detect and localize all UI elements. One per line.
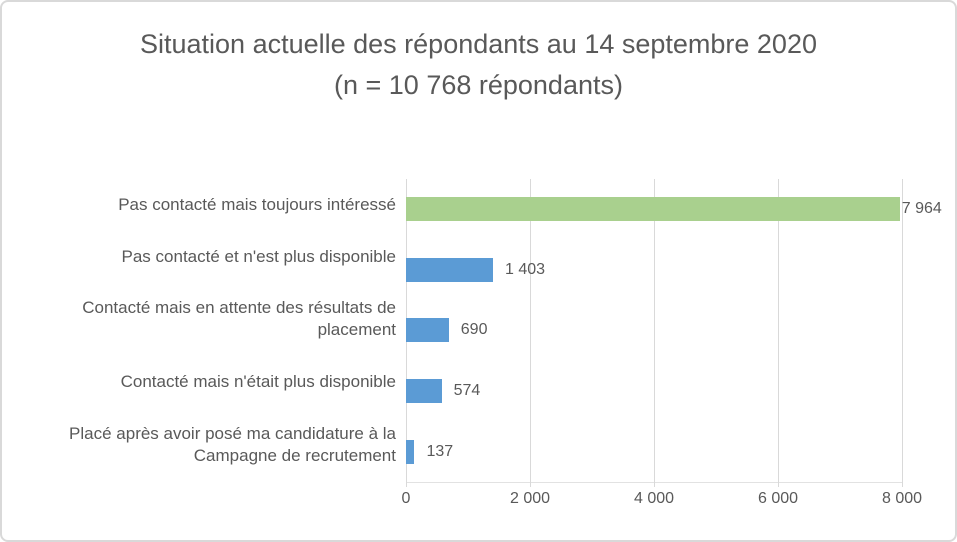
axis-tick-mark [902, 482, 903, 487]
gridline [778, 179, 779, 482]
axis-tick-mark [406, 482, 407, 487]
value-label: 137 [426, 442, 454, 460]
bar-row: 690 [406, 300, 902, 361]
category-axis-labels: Pas contacté mais toujours intéressé Pas … [10, 179, 396, 482]
category-label: Contacté mais n'était plus disponible [120, 372, 396, 392]
x-tick-label: 4 000 [633, 490, 675, 507]
chart-title: Situation actuelle des répondants au 14 … [140, 29, 817, 100]
bar-row: 574 [406, 361, 902, 422]
gridline [902, 179, 903, 482]
value-label: 7 964 [901, 200, 942, 218]
value-label: 690 [460, 321, 488, 339]
value-label: 574 [453, 382, 481, 400]
axis-tick-mark [654, 482, 655, 487]
category-label: Pas contacté mais toujours intéressé [118, 194, 396, 214]
bar-row: 137 [406, 421, 902, 482]
bar-row: 1 403 [406, 240, 902, 301]
x-tick-label: 0 [401, 490, 411, 507]
x-tick-label: 8 000 [881, 490, 923, 507]
bar [406, 197, 900, 222]
gridline [530, 179, 531, 482]
axis-tick-mark [778, 482, 779, 487]
bar-row: 7 964 [406, 179, 942, 240]
plot-area: 7 964 1 403 690 574 137 [406, 179, 942, 487]
gridline [654, 179, 655, 482]
bar [406, 318, 449, 343]
x-tick-label: 2 000 [509, 490, 551, 507]
x-axis-tick-labels: 0 2 000 4 000 6 000 8 000 [2, 490, 955, 512]
category-label: Contacté mais en attente des résultats d… [82, 298, 396, 340]
x-tick-label: 6 000 [757, 490, 799, 507]
category-label: Pas contacté et n'est plus disponible [121, 246, 396, 266]
axis-tick-mark [530, 482, 531, 487]
bar [406, 379, 442, 404]
bar [406, 439, 415, 464]
category-label: Placé après avoir posé ma candidature à … [69, 424, 396, 466]
bar [406, 257, 493, 282]
value-label: 1 403 [504, 260, 546, 278]
